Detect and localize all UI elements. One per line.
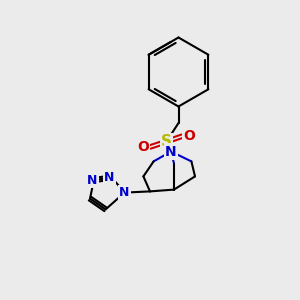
Text: S: S (161, 134, 172, 149)
Text: O: O (137, 140, 149, 154)
Text: N: N (87, 173, 98, 187)
Text: N: N (104, 171, 115, 184)
Text: N: N (165, 145, 177, 158)
Text: O: O (183, 129, 195, 143)
Text: N: N (119, 186, 130, 199)
